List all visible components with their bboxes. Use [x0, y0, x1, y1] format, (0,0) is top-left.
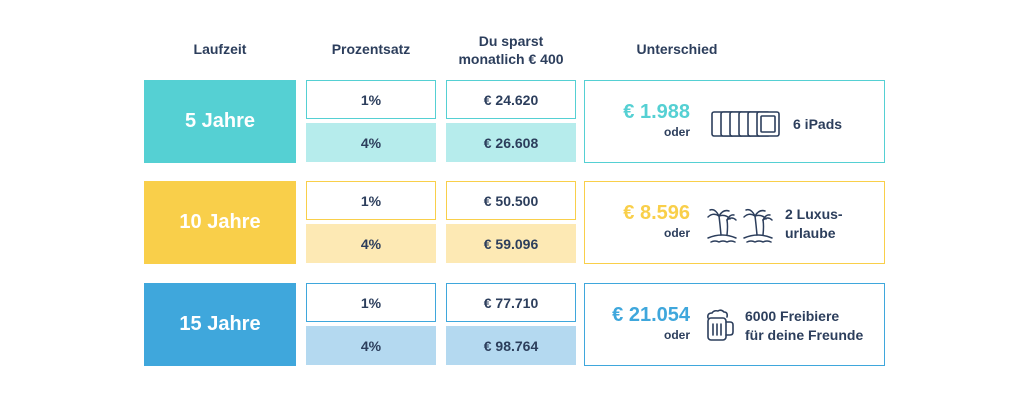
rate-high-cell: 4% [306, 224, 436, 263]
row-label-15-jahre: 15 Jahre [144, 283, 296, 366]
difference-amount: € 21.054 [612, 304, 690, 326]
row-label-10-jahre: 10 Jahre [144, 181, 296, 264]
rate-high-cell: 4% [306, 123, 436, 162]
saved-low-cell: € 24.620 [446, 80, 576, 119]
difference-box: € 1.988 oder 6 iPads [584, 80, 885, 163]
rate-low-cell: 1% [306, 283, 436, 322]
oder-label: oder [663, 226, 690, 240]
header-du-sparst: Du sparst monatlich € 400 [458, 33, 564, 67]
difference-box: € 8.596 oder [584, 181, 885, 264]
oder-label: oder [663, 328, 690, 342]
comparison-text: 6 iPads [793, 116, 843, 132]
difference-box: € 21.054 oder 6000 Freibiere für deine F… [584, 283, 885, 366]
rate-high-cell: 4% [306, 326, 436, 365]
rate-low-cell: 1% [306, 80, 436, 119]
header-laufzeit: Laufzeit [193, 41, 247, 57]
comparison-text: 6000 Freibiere für deine Freunde [745, 308, 864, 343]
beer-mug-icon [705, 309, 735, 348]
saved-high-cell: € 59.096 [446, 224, 576, 263]
palm-island-icon [705, 206, 777, 249]
rate-low-cell: 1% [306, 181, 436, 220]
saved-low-cell: € 50.500 [446, 181, 576, 220]
row-label-5-jahre: 5 Jahre [144, 80, 296, 163]
difference-amount: € 8.596 [623, 202, 690, 224]
saved-low-cell: € 77.710 [446, 283, 576, 322]
header-prozentsatz: Prozentsatz [331, 41, 411, 57]
oder-label: oder [663, 125, 690, 139]
header-unterschied: Unterschied [636, 41, 718, 57]
ipads-icon [711, 110, 781, 143]
saved-high-cell: € 26.608 [446, 123, 576, 162]
comparison-text: 2 Luxus- urlaube [785, 206, 843, 241]
saved-high-cell: € 98.764 [446, 326, 576, 365]
difference-amount: € 1.988 [623, 101, 690, 123]
